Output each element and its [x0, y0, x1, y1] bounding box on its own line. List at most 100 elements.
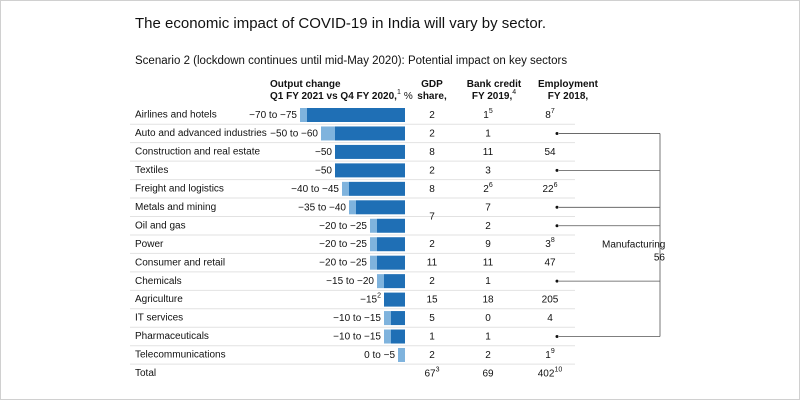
- bank-credit: 26: [483, 182, 493, 195]
- manufacturing-value: 56: [654, 253, 666, 264]
- subtitle: Scenario 2 (lockdown continues until mid…: [135, 55, 567, 67]
- bank-credit: 18: [482, 294, 494, 305]
- gdp-share-text: 2: [429, 350, 435, 361]
- bank-credit: 2: [485, 350, 491, 361]
- bar-range: [384, 329, 391, 344]
- gdp-share-text: 2: [429, 128, 435, 139]
- bullet: [555, 279, 559, 283]
- bank-credit-text: 11: [483, 257, 494, 268]
- gdp-share: 2: [429, 128, 435, 139]
- gdp-share: 8: [429, 147, 435, 158]
- employment: 19: [545, 348, 555, 361]
- bullet: [555, 224, 559, 228]
- bullet: [555, 168, 559, 172]
- header: Bank credit: [467, 79, 522, 90]
- output-label-text: −50 to −60: [270, 128, 318, 139]
- sector-name: Freight and logistics: [135, 183, 224, 194]
- output-label-text: −35 to −40: [298, 202, 346, 213]
- bank-credit-text: 1: [483, 110, 489, 121]
- footnote: 4: [512, 89, 516, 96]
- output-label-text: 0 to −5: [364, 350, 395, 361]
- gdp-share: 11: [427, 257, 438, 268]
- bullet: [555, 131, 559, 135]
- bank-credit: 15: [483, 108, 493, 121]
- total-gdp-text: 67: [424, 368, 436, 379]
- sector-name: Construction and real estate: [135, 147, 261, 158]
- bar: [377, 237, 405, 252]
- footnote: 10: [554, 366, 562, 373]
- bar: [377, 255, 405, 270]
- gdp-share-text: 2: [429, 276, 435, 287]
- output-label: −40 to −45: [291, 183, 339, 194]
- bar-range: [342, 181, 349, 196]
- bank-credit: 1: [485, 276, 491, 287]
- gdp-share-text: 1: [429, 331, 435, 342]
- employment: 87: [545, 108, 555, 121]
- gdp-share: 5: [429, 313, 435, 324]
- header: Q1 FY 2021 vs Q4 FY 2020,1%: [270, 89, 413, 102]
- bar: [356, 200, 405, 215]
- header-text: GDP: [421, 79, 443, 90]
- gdp-share: 2: [429, 276, 435, 287]
- gdp-share-text: 8: [429, 183, 435, 194]
- bank-credit-text: 3: [485, 165, 491, 176]
- bar: [307, 108, 405, 122]
- bar: [349, 181, 405, 196]
- sector-name: Textiles: [135, 165, 168, 176]
- output-label-text: −20 to −25: [319, 239, 367, 250]
- total-credit-text: 69: [482, 368, 494, 379]
- bar: [384, 274, 405, 289]
- header-text: Output change: [270, 79, 341, 90]
- sector-name: Power: [135, 239, 164, 250]
- bank-credit-text: 1: [485, 331, 491, 342]
- bank-credit-text: 9: [485, 239, 491, 250]
- employment-text: 8: [545, 110, 551, 121]
- header-text: Bank credit: [467, 79, 522, 90]
- footnote: 1: [397, 89, 401, 96]
- footnote: 8: [551, 237, 555, 244]
- bar: [391, 311, 405, 326]
- total-employment: 40210: [538, 366, 563, 379]
- gdp-share-text: 2: [429, 110, 435, 121]
- total-name: Total: [135, 368, 156, 379]
- employment: 226: [542, 182, 557, 195]
- bank-credit-text: 7: [485, 202, 491, 213]
- title: The economic impact of COVID-19 in India…: [135, 15, 546, 32]
- output-label-text: −20 to −25: [319, 257, 367, 268]
- output-label: −20 to −25: [319, 239, 367, 250]
- footnote: 9: [551, 348, 555, 355]
- sector-name: IT services: [135, 313, 183, 324]
- header-text: share,: [417, 91, 447, 102]
- gdp-share: 2: [429, 110, 435, 121]
- gdp-share: 8: [429, 183, 435, 194]
- footnote: 3: [436, 366, 440, 373]
- total-gdp: 673: [424, 366, 439, 379]
- sector-name: Consumer and retail: [135, 257, 225, 268]
- gdp-share: 2: [429, 350, 435, 361]
- employment-text: 1: [545, 350, 551, 361]
- gdp-share: 2: [429, 165, 435, 176]
- header-text: Employment: [538, 79, 599, 90]
- sector-name: Telecommunications: [135, 350, 226, 361]
- bar: [335, 126, 405, 141]
- output-label: 0 to −5: [364, 350, 395, 361]
- header: GDP: [421, 79, 443, 90]
- bank-credit-text: 11: [483, 147, 494, 158]
- gdp-share: 1: [429, 331, 435, 342]
- employment: 38: [545, 237, 555, 250]
- bank-credit: 2: [485, 220, 491, 231]
- footnote: 6: [489, 182, 493, 189]
- output-label: −70 to −75: [249, 110, 297, 121]
- gdp-share-text: 11: [427, 257, 438, 268]
- output-label-text: −10 to −15: [333, 331, 381, 342]
- bank-credit-text: 2: [483, 183, 489, 194]
- output-label-text: −50: [315, 147, 332, 158]
- gdp-share: 2: [429, 239, 435, 250]
- bar: [335, 144, 405, 159]
- bar: [391, 329, 405, 344]
- footnote: 6: [554, 182, 558, 189]
- gdp-share: 15: [426, 294, 438, 305]
- output-label: −50: [315, 147, 332, 158]
- sector-name: Airlines and hotels: [135, 110, 217, 121]
